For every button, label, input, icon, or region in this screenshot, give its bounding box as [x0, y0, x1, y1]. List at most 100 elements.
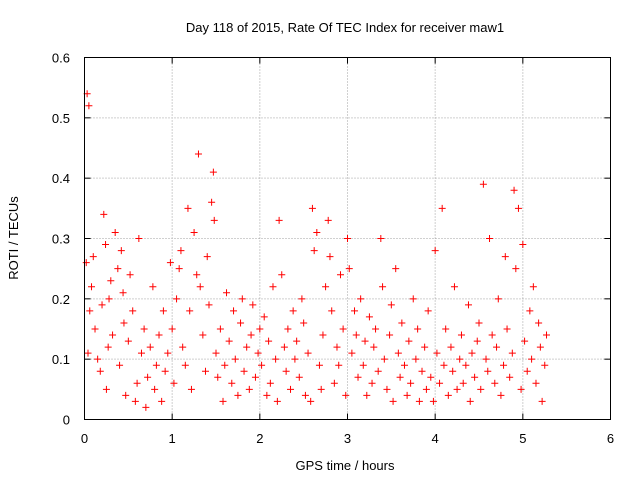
- data-point: [275, 216, 283, 224]
- data-point: [526, 307, 534, 315]
- data-point: [336, 271, 344, 279]
- data-point: [324, 216, 332, 224]
- data-point: [450, 283, 458, 291]
- data-point: [422, 385, 430, 393]
- data-point: [199, 331, 207, 339]
- data-point: [234, 391, 242, 399]
- data-point: [201, 367, 209, 375]
- x-axis-label: GPS time / hours: [296, 458, 395, 473]
- data-point: [333, 343, 341, 351]
- data-point: [514, 204, 522, 212]
- data-point: [212, 349, 220, 357]
- data-points: [82, 90, 551, 411]
- data-point: [326, 253, 334, 261]
- data-point: [216, 325, 224, 333]
- data-point: [368, 379, 376, 387]
- data-point: [398, 319, 406, 327]
- data-point: [433, 349, 441, 357]
- data-point: [116, 361, 124, 369]
- data-point: [82, 259, 90, 267]
- data-point: [295, 373, 303, 381]
- data-point: [251, 373, 259, 381]
- data-point: [317, 385, 325, 393]
- data-point: [442, 325, 450, 333]
- data-point: [535, 319, 543, 327]
- data-point: [240, 367, 248, 375]
- data-point: [493, 343, 501, 351]
- data-point: [272, 355, 280, 363]
- data-point: [374, 367, 382, 375]
- data-point: [348, 349, 356, 357]
- data-point: [383, 385, 391, 393]
- data-point: [144, 373, 152, 381]
- data-point: [221, 361, 229, 369]
- data-point: [506, 373, 514, 381]
- data-point: [482, 355, 490, 363]
- data-point: [394, 349, 402, 357]
- data-point: [278, 271, 286, 279]
- data-point: [412, 355, 420, 363]
- data-point: [438, 204, 446, 212]
- data-point: [111, 228, 119, 236]
- data-point: [152, 361, 160, 369]
- data-point: [282, 367, 290, 375]
- data-point: [429, 397, 437, 405]
- data-point: [344, 235, 351, 242]
- data-point: [500, 361, 508, 369]
- data-point: [407, 379, 415, 387]
- data-point: [377, 235, 385, 242]
- data-point: [269, 283, 277, 291]
- data-point: [175, 265, 183, 273]
- data-point: [291, 355, 299, 363]
- data-point: [280, 343, 288, 351]
- data-point: [254, 349, 262, 357]
- data-point: [427, 373, 435, 381]
- data-point: [503, 325, 511, 333]
- tick-labels: 0 1 2 3 4 5 6 0 0.1 0.2 0.3 0.4 0.5 0.6: [52, 51, 614, 447]
- data-point: [519, 241, 527, 249]
- data-point: [414, 325, 422, 333]
- y-tick-label: 0.2: [52, 292, 70, 307]
- data-point: [372, 325, 380, 333]
- data-point: [351, 307, 359, 315]
- data-point: [131, 397, 139, 405]
- data-point: [536, 343, 544, 351]
- data-point: [231, 355, 239, 363]
- data-point: [91, 325, 99, 333]
- y-tick-label: 0.3: [52, 232, 70, 247]
- data-point: [359, 361, 367, 369]
- data-point: [386, 331, 394, 339]
- data-point: [105, 295, 113, 303]
- y-tick-label: 0.1: [52, 352, 70, 367]
- data-point: [146, 343, 154, 351]
- data-point: [187, 385, 195, 393]
- data-point: [440, 361, 448, 369]
- data-point: [488, 331, 496, 339]
- data-point: [447, 343, 455, 351]
- data-point: [301, 391, 309, 399]
- data-point: [418, 367, 426, 375]
- data-point: [142, 403, 150, 411]
- data-point: [102, 241, 110, 249]
- data-point: [453, 385, 461, 393]
- data-point: [273, 397, 281, 405]
- data-point: [149, 283, 157, 291]
- data-point: [541, 361, 549, 369]
- data-point: [219, 397, 227, 405]
- data-point: [89, 253, 97, 261]
- data-point: [421, 343, 429, 351]
- data-point: [319, 331, 327, 339]
- data-point: [342, 391, 350, 399]
- data-point: [543, 331, 551, 339]
- data-point: [223, 289, 231, 297]
- data-point: [120, 319, 128, 327]
- data-point: [243, 343, 251, 351]
- data-point: [424, 307, 432, 315]
- data-point: [357, 295, 365, 303]
- data-point: [456, 355, 464, 363]
- data-point: [166, 259, 174, 267]
- data-point: [298, 295, 306, 303]
- data-point: [387, 301, 395, 309]
- data-point: [137, 349, 145, 357]
